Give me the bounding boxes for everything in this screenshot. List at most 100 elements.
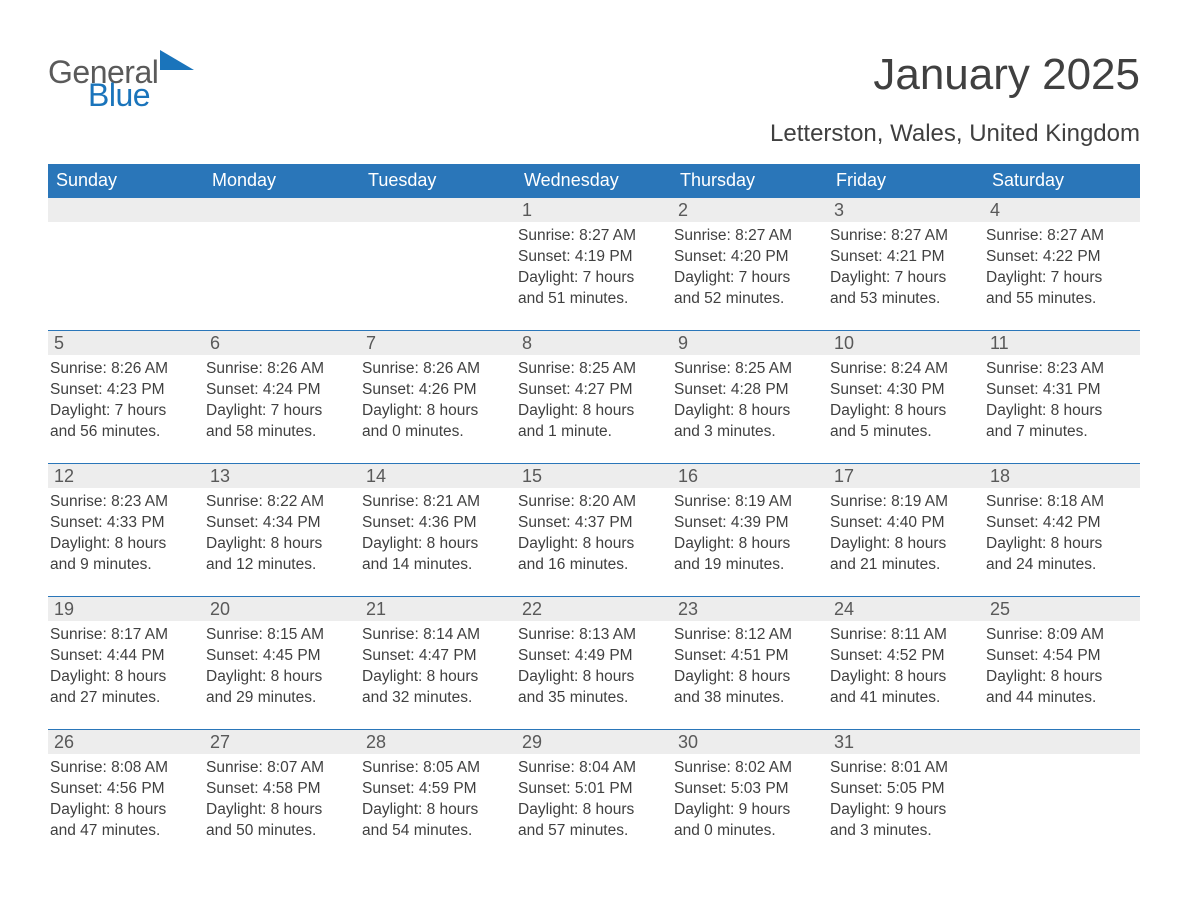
week-row: 26Sunrise: 8:08 AMSunset: 4:56 PMDayligh… [48, 730, 1140, 863]
page-subtitle: Letterston, Wales, United Kingdom [48, 120, 1140, 148]
day-cell: 28Sunrise: 8:05 AMSunset: 4:59 PMDayligh… [360, 730, 516, 863]
sunset-line: Sunset: 4:37 PM [518, 513, 666, 534]
sunrise-line: Sunrise: 8:14 AM [362, 625, 510, 646]
day-cell: 20Sunrise: 8:15 AMSunset: 4:45 PMDayligh… [204, 597, 360, 730]
sunrise-line: Sunrise: 8:04 AM [518, 758, 666, 779]
day-body [48, 222, 204, 330]
day-body: Sunrise: 8:09 AMSunset: 4:54 PMDaylight:… [984, 621, 1140, 729]
sunset-line: Sunset: 4:59 PM [362, 779, 510, 800]
daylight-line-1: Daylight: 8 hours [830, 667, 978, 688]
day-number [360, 198, 516, 222]
day-number [48, 198, 204, 222]
sunrise-line: Sunrise: 8:12 AM [674, 625, 822, 646]
sunrise-line: Sunrise: 8:26 AM [206, 359, 354, 380]
week-row: 1Sunrise: 8:27 AMSunset: 4:19 PMDaylight… [48, 198, 1140, 331]
day-cell: 30Sunrise: 8:02 AMSunset: 5:03 PMDayligh… [672, 730, 828, 863]
daylight-line-2: and 12 minutes. [206, 555, 354, 576]
day-cell: 13Sunrise: 8:22 AMSunset: 4:34 PMDayligh… [204, 464, 360, 597]
sunset-line: Sunset: 4:33 PM [50, 513, 198, 534]
sunset-line: Sunset: 4:21 PM [830, 247, 978, 268]
day-cell: 17Sunrise: 8:19 AMSunset: 4:40 PMDayligh… [828, 464, 984, 597]
daylight-line-1: Daylight: 8 hours [50, 667, 198, 688]
daylight-line-1: Daylight: 8 hours [518, 534, 666, 555]
day-number: 10 [828, 331, 984, 355]
daylight-line-1: Daylight: 8 hours [830, 534, 978, 555]
week-row: 5Sunrise: 8:26 AMSunset: 4:23 PMDaylight… [48, 331, 1140, 464]
daylight-line-1: Daylight: 9 hours [674, 800, 822, 821]
day-body: Sunrise: 8:17 AMSunset: 4:44 PMDaylight:… [48, 621, 204, 729]
sunrise-line: Sunrise: 8:17 AM [50, 625, 198, 646]
day-number: 20 [204, 597, 360, 621]
daylight-line-1: Daylight: 8 hours [518, 401, 666, 422]
day-number: 7 [360, 331, 516, 355]
day-number: 19 [48, 597, 204, 621]
page-title: January 2025 [873, 50, 1140, 100]
sunrise-line: Sunrise: 8:13 AM [518, 625, 666, 646]
day-cell: 27Sunrise: 8:07 AMSunset: 4:58 PMDayligh… [204, 730, 360, 863]
daylight-line-1: Daylight: 8 hours [206, 534, 354, 555]
day-header: Wednesday [516, 164, 672, 198]
sunset-line: Sunset: 5:03 PM [674, 779, 822, 800]
daylight-line-2: and 41 minutes. [830, 688, 978, 709]
day-header: Thursday [672, 164, 828, 198]
day-header: Monday [204, 164, 360, 198]
sunset-line: Sunset: 4:27 PM [518, 380, 666, 401]
daylight-line-2: and 35 minutes. [518, 688, 666, 709]
day-number [204, 198, 360, 222]
daylight-line-1: Daylight: 7 hours [50, 401, 198, 422]
sunset-line: Sunset: 4:47 PM [362, 646, 510, 667]
calendar-table: SundayMondayTuesdayWednesdayThursdayFrid… [48, 164, 1140, 862]
day-number: 13 [204, 464, 360, 488]
daylight-line-1: Daylight: 8 hours [830, 401, 978, 422]
week-row: 19Sunrise: 8:17 AMSunset: 4:44 PMDayligh… [48, 597, 1140, 730]
daylight-line-1: Daylight: 7 hours [674, 268, 822, 289]
day-body: Sunrise: 8:11 AMSunset: 4:52 PMDaylight:… [828, 621, 984, 729]
sunrise-line: Sunrise: 8:20 AM [518, 492, 666, 513]
sunrise-line: Sunrise: 8:25 AM [674, 359, 822, 380]
sunrise-line: Sunrise: 8:26 AM [50, 359, 198, 380]
day-number: 27 [204, 730, 360, 754]
day-number: 22 [516, 597, 672, 621]
daylight-line-1: Daylight: 8 hours [674, 667, 822, 688]
day-body: Sunrise: 8:05 AMSunset: 4:59 PMDaylight:… [360, 754, 516, 862]
sunrise-line: Sunrise: 8:27 AM [986, 226, 1134, 247]
day-cell [48, 198, 204, 331]
sunrise-line: Sunrise: 8:22 AM [206, 492, 354, 513]
daylight-line-2: and 9 minutes. [50, 555, 198, 576]
header-row: General Blue January 2025 [48, 50, 1140, 114]
daylight-line-2: and 47 minutes. [50, 821, 198, 842]
sunrise-line: Sunrise: 8:05 AM [362, 758, 510, 779]
sunrise-line: Sunrise: 8:02 AM [674, 758, 822, 779]
sunset-line: Sunset: 4:42 PM [986, 513, 1134, 534]
day-header: Sunday [48, 164, 204, 198]
sunset-line: Sunset: 4:51 PM [674, 646, 822, 667]
daylight-line-2: and 1 minute. [518, 422, 666, 443]
daylight-line-2: and 0 minutes. [674, 821, 822, 842]
daylight-line-1: Daylight: 8 hours [986, 401, 1134, 422]
day-number: 15 [516, 464, 672, 488]
daylight-line-1: Daylight: 8 hours [986, 667, 1134, 688]
day-header: Friday [828, 164, 984, 198]
day-body: Sunrise: 8:27 AMSunset: 4:21 PMDaylight:… [828, 222, 984, 330]
daylight-line-2: and 7 minutes. [986, 422, 1134, 443]
sunrise-line: Sunrise: 8:19 AM [674, 492, 822, 513]
daylight-line-1: Daylight: 8 hours [206, 800, 354, 821]
day-body: Sunrise: 8:20 AMSunset: 4:37 PMDaylight:… [516, 488, 672, 596]
sunrise-line: Sunrise: 8:27 AM [674, 226, 822, 247]
day-cell: 11Sunrise: 8:23 AMSunset: 4:31 PMDayligh… [984, 331, 1140, 464]
day-body: Sunrise: 8:21 AMSunset: 4:36 PMDaylight:… [360, 488, 516, 596]
sunrise-line: Sunrise: 8:15 AM [206, 625, 354, 646]
day-cell: 25Sunrise: 8:09 AMSunset: 4:54 PMDayligh… [984, 597, 1140, 730]
day-body: Sunrise: 8:25 AMSunset: 4:27 PMDaylight:… [516, 355, 672, 463]
day-body: Sunrise: 8:27 AMSunset: 4:22 PMDaylight:… [984, 222, 1140, 330]
daylight-line-1: Daylight: 8 hours [362, 667, 510, 688]
day-body: Sunrise: 8:19 AMSunset: 4:39 PMDaylight:… [672, 488, 828, 596]
sunset-line: Sunset: 4:44 PM [50, 646, 198, 667]
day-cell: 9Sunrise: 8:25 AMSunset: 4:28 PMDaylight… [672, 331, 828, 464]
day-body: Sunrise: 8:22 AMSunset: 4:34 PMDaylight:… [204, 488, 360, 596]
sunrise-line: Sunrise: 8:27 AM [830, 226, 978, 247]
daylight-line-1: Daylight: 7 hours [206, 401, 354, 422]
day-number: 16 [672, 464, 828, 488]
sunset-line: Sunset: 4:36 PM [362, 513, 510, 534]
daylight-line-2: and 57 minutes. [518, 821, 666, 842]
